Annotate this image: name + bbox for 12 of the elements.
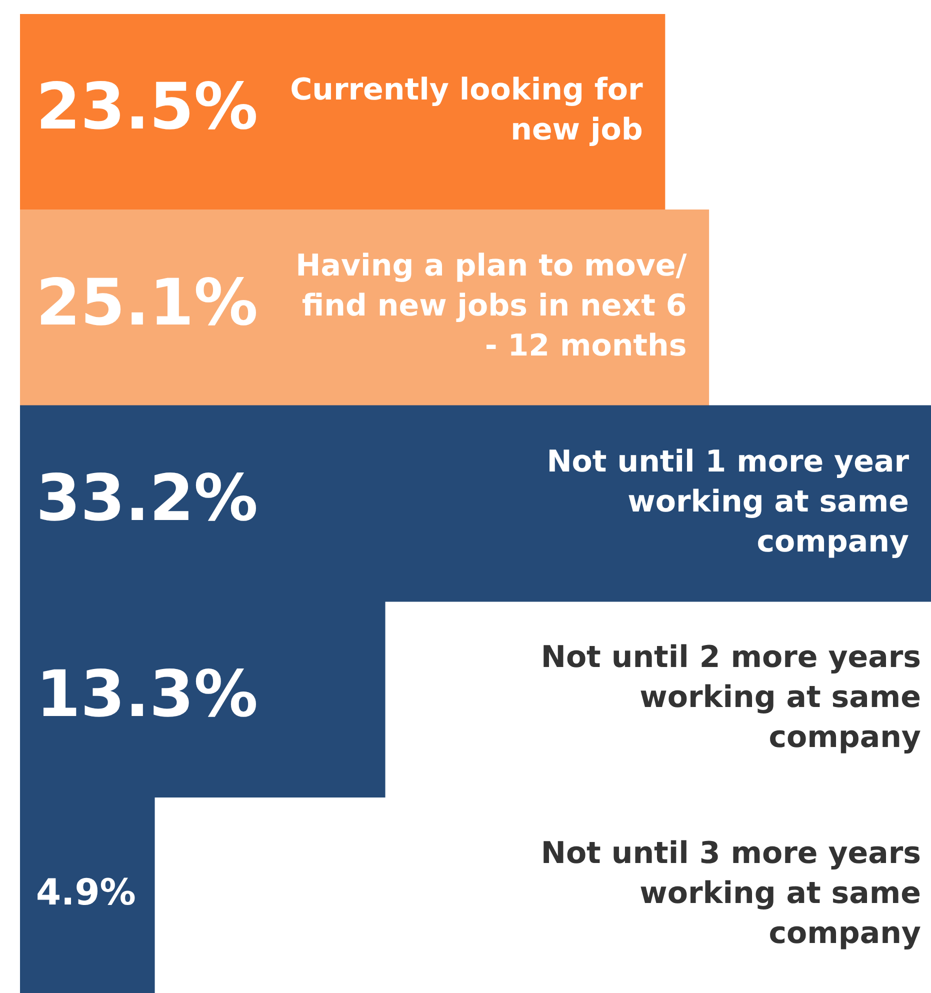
bar [20,14,666,210]
data-label: 33.2% [36,462,258,536]
y-tick-label: Not until 2 more years working at same company [540,640,922,756]
data-label: 4.9% [36,872,136,914]
data-label: 25.1% [36,266,258,340]
y-tick-label: Having a plan to move/ find new jobs in next 6 - 12 months [296,248,687,364]
data-label: 13.3% [36,658,258,732]
y-tick-label: Currently looking for new job [290,72,644,148]
bar [20,209,710,406]
y-tick-label: Not until 1 more year working at same company [546,444,910,560]
data-label: 23.5% [36,70,258,145]
y-tick-label: Not until 3 more years working at same company [540,836,922,951]
